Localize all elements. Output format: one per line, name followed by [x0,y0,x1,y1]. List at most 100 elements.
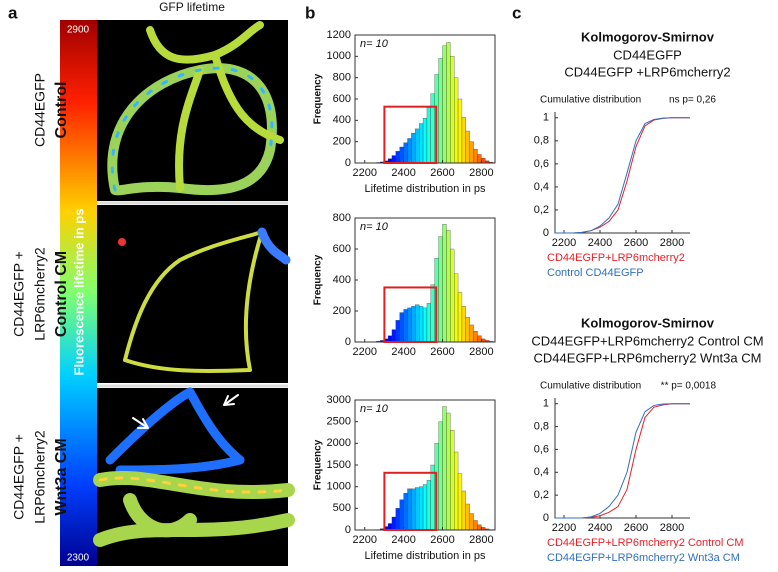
y-tick-label: 600 [333,93,351,105]
colorbar-label: Fluorescence lifetime in ps [71,209,86,376]
y-tick-label: 0,6 [534,443,549,455]
bar [454,273,459,343]
bar [426,107,431,164]
bar [422,484,428,531]
x-tick-label: 2400 [391,534,415,546]
bar [450,248,455,343]
legend-label: CD44EGFP+LRP6mcherry2 Wnt3a CM [547,552,740,564]
bar [465,317,470,343]
y-tick-label: 400 [333,114,351,126]
chart-title: Kolmogorov-Smirnov [581,29,715,44]
bar [407,138,412,164]
row-label-bold: Control CM [53,251,70,337]
x-tick-label: 2800 [469,534,493,546]
y-tick-label: 0 [543,227,549,239]
chart-subtitle: CD44EGFP [613,47,682,62]
bar [442,406,447,531]
bar [430,93,435,164]
bar [473,520,478,531]
bar [461,490,466,531]
legend-label: Control CD44EGFP [547,267,644,279]
cdf-line [555,117,690,234]
y-tick-label: 0,8 [534,135,549,147]
bar [395,151,400,164]
bar [395,320,400,343]
y-tick-label: 1200 [327,29,351,41]
y-axis-label: Frequency [313,439,324,490]
annotation: Cumulative distribution [540,95,641,106]
cdf-line [555,117,690,234]
y-tick-label: 0,4 [534,181,549,193]
bar [407,488,412,531]
chart-subtitle: CD44EGFP+LRP6mcherry2 Control CM [531,333,763,348]
row-label-bold: Control [53,82,70,139]
bar [450,56,455,164]
image-title: GFP lifetime [159,0,225,14]
bar [403,493,408,531]
bar [399,312,404,343]
x-tick-label: 2800 [469,167,493,179]
bar [415,128,420,164]
bar [469,141,474,164]
axis [554,112,690,234]
y-tick-label: 800 [333,212,351,224]
x-axis-label: Lifetime distribution in ps [364,550,486,562]
bar [426,303,431,343]
legend-label: CD44EGFP+LRP6mcherry2 [547,252,685,264]
bar [461,116,466,164]
stat-label: ns p= 0,26 [669,95,716,106]
bar [450,430,455,531]
chart-subtitle: CD44EGFP +LRP6mcherry2 [564,64,730,79]
bar [457,98,463,164]
bar [465,503,470,531]
x-tick-label: 2400 [588,237,612,249]
y-tick-label: 2500 [327,416,351,428]
y-tick-label: 1500 [327,459,351,471]
y-tick-label: 400 [333,274,351,286]
y-tick-label: 1 [543,398,549,410]
y-tick-label: 0 [345,524,351,536]
y-tick-label: 1 [543,112,549,124]
bar [399,499,404,531]
y-tick-label: 200 [333,136,351,148]
y-tick-label: 500 [333,502,351,514]
bar [430,284,435,343]
bar [477,524,482,531]
y-tick-label: 800 [333,72,351,84]
bar [438,421,443,531]
panel-label: a [8,3,18,22]
row-label: CD44EGFP [32,73,48,147]
panel-label: c [512,3,521,22]
bar [422,118,428,164]
bar [481,158,486,164]
y-axis-label: Frequency [313,254,324,305]
x-tick-label: 2600 [624,237,648,249]
row-label: CD44EGFP + [11,251,27,337]
bar [430,464,435,531]
row-label: LRP6mcherry2 [32,430,48,524]
y-tick-label: 600 [333,243,351,255]
micrographs [93,20,295,566]
row-label: LRP6mcherry2 [32,247,48,341]
highlight-box [383,471,438,531]
y-tick-label: 1000 [327,50,351,62]
bar [419,123,424,164]
bar [407,307,412,343]
legend-label: CD44EGFP+LRP6mcherry2 Control CM [547,537,744,549]
x-tick-label: 2400 [391,167,415,179]
bar [411,488,416,531]
bar [395,508,400,531]
colorbar-max: 2900 [67,25,90,36]
x-tick-label: 2200 [552,522,576,534]
row-label: CD44EGFP + [11,434,27,520]
highlight-box [383,105,438,164]
bar [477,154,482,164]
bar [477,335,482,343]
stat-label: ** p= 0,0018 [661,381,717,392]
bar [411,132,416,164]
x-tick-label: 2200 [352,534,376,546]
colorbar-min: 2300 [67,553,90,564]
annotation: n= 10 [360,403,389,415]
y-tick-label: 0,6 [534,158,549,170]
x-tick-label: 2400 [391,346,415,358]
